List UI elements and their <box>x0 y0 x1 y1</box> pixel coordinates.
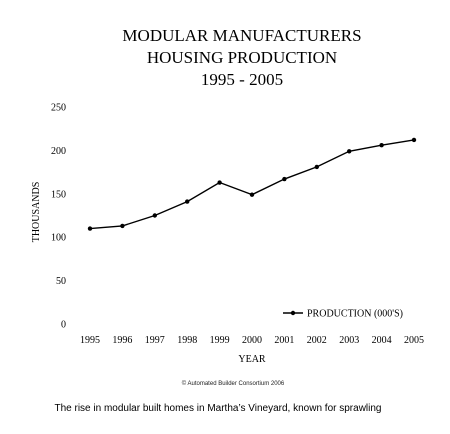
data-point <box>185 199 190 204</box>
legend-marker <box>290 310 296 316</box>
data-point <box>314 164 319 170</box>
data-point <box>379 142 384 148</box>
x-tick-label: 2002 <box>307 335 327 346</box>
caption-text: The rise in modular built homes in Marth… <box>54 403 381 414</box>
x-tick-label: 2003 <box>339 335 359 346</box>
x-tick-label: 2005 <box>404 335 424 346</box>
data-point <box>249 192 255 197</box>
y-tick-label: 250 <box>51 103 66 114</box>
x-tick-label: 1998 <box>177 335 197 346</box>
y-axis-label: THOUSANDS <box>31 182 42 243</box>
chart-title-line-2: HOUSING PRODUCTION <box>147 48 337 67</box>
chart-title-line-1: MODULAR MANUFACTURERS <box>122 26 361 45</box>
data-point <box>152 213 157 218</box>
data-point <box>411 137 417 143</box>
series-layer <box>87 137 417 231</box>
y-tick-label: 50 <box>56 276 66 287</box>
x-tick-label: 2004 <box>372 335 392 346</box>
y-tick-label: 200 <box>51 146 66 157</box>
y-tick-label: 0 <box>61 320 66 331</box>
x-tick-label: 1995 <box>80 335 100 346</box>
y-axis-ticks: 0 50 100 150 200 250 <box>51 103 66 331</box>
chart-title-line-3: 1995 - 2005 <box>201 70 283 89</box>
credit-text: © Automated Builder Consortium 2006 <box>182 380 285 387</box>
x-tick-label: 2001 <box>274 335 294 346</box>
data-point <box>282 176 287 182</box>
x-tick-label: 1996 <box>112 335 132 346</box>
data-point <box>87 226 93 231</box>
data-point <box>347 149 352 154</box>
x-axis-label: YEAR <box>238 354 266 365</box>
data-point <box>217 180 222 185</box>
legend: PRODUCTION (000'S) <box>283 309 403 320</box>
x-axis-ticks: 1995 1996 1997 1998 1999 2000 2001 2002 2003 2004… <box>80 335 424 346</box>
x-tick-label: 1999 <box>210 335 230 346</box>
y-tick-label: 150 <box>51 189 66 200</box>
y-tick-label: 100 <box>51 233 66 244</box>
x-tick-label: 2000 <box>242 335 262 346</box>
legend-label: PRODUCTION (000'S) <box>307 309 403 320</box>
data-point <box>120 223 125 229</box>
x-tick-label: 1997 <box>145 335 165 346</box>
series-line <box>89 139 415 230</box>
